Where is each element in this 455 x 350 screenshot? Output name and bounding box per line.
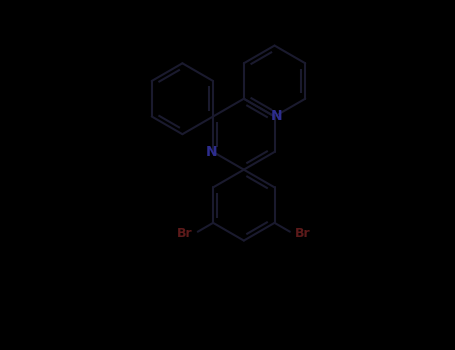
Text: N: N (206, 145, 217, 159)
Text: N: N (270, 110, 282, 124)
Text: Br: Br (177, 227, 192, 240)
Text: Br: Br (295, 227, 311, 240)
